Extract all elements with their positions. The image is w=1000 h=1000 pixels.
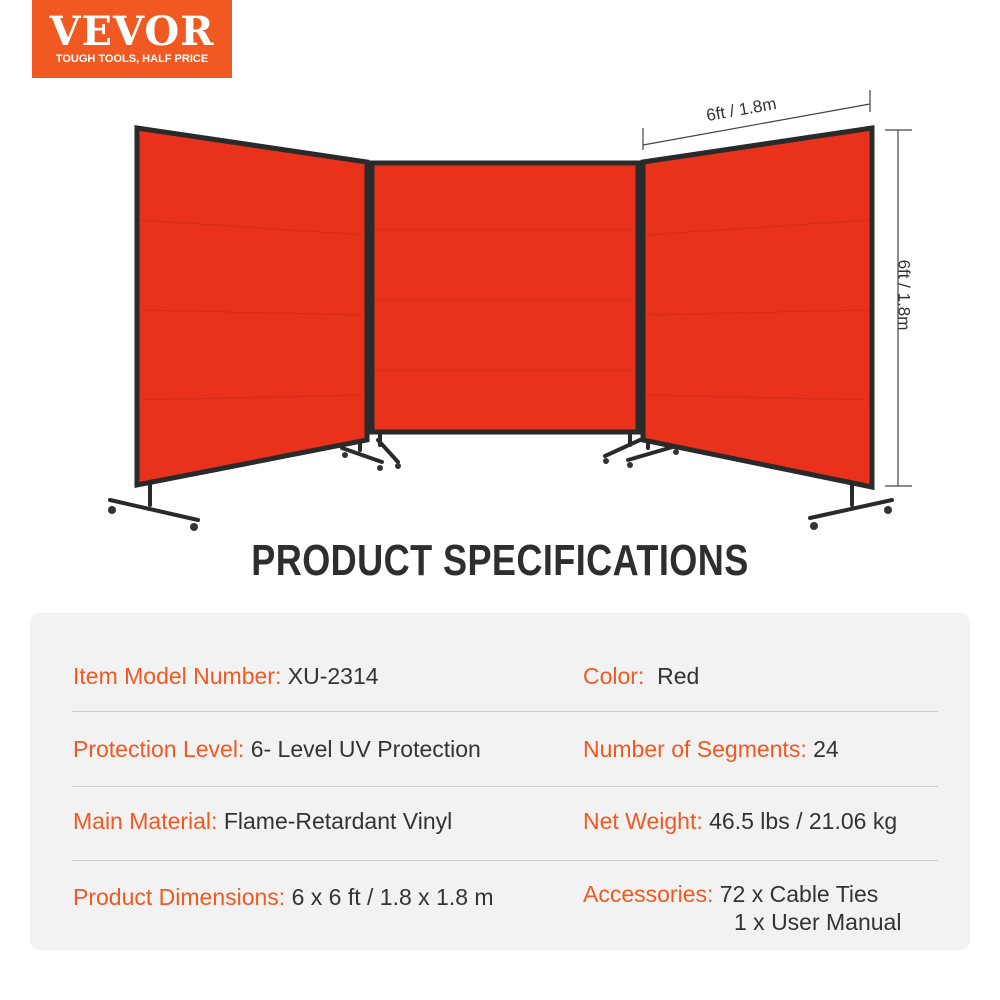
vevor-logo: VEVOR TOUGH TOOLS, HALF PRICE: [32, 0, 232, 78]
dimension-lines: [642, 90, 912, 487]
spec-label: Protection Level:: [73, 736, 245, 762]
screen-panels: [134, 125, 875, 491]
divider: [72, 711, 938, 712]
spec-label: Product Dimensions:: [73, 884, 286, 910]
height-dimension-label: 6ft / 1.8m: [894, 259, 914, 331]
center-panel: [369, 160, 641, 435]
spec-value: 46.5 lbs / 21.06 kg: [709, 808, 898, 834]
spec-value: 6- Level UV Protection: [250, 736, 481, 762]
spec-label: Net Weight:: [583, 808, 703, 834]
spec-value: XU-2314: [287, 663, 379, 689]
right-panel: [640, 125, 875, 491]
spec-label: Color:: [583, 663, 645, 689]
logo-tagline: TOUGH TOOLS, HALF PRICE: [55, 53, 209, 65]
spec-value: 1 x User Manual: [734, 909, 902, 935]
logo-wordmark: VEVOR: [49, 8, 215, 55]
divider: [72, 786, 938, 787]
spec-label: Item Model Number:: [73, 663, 282, 689]
welding-screen-illustration: [108, 90, 912, 531]
specifications-table: Item Model Number: XU-2314 Color: Red Pr…: [30, 613, 970, 950]
divider: [72, 860, 938, 861]
spec-label: Number of Segments:: [583, 736, 807, 762]
spec-label: Main Material:: [73, 808, 218, 834]
spec-value: 24: [813, 736, 839, 762]
spec-value: Flame-Retardant Vinyl: [223, 808, 453, 834]
page-title: PRODUCT SPECIFICATIONS: [251, 536, 749, 585]
left-panel: [134, 125, 370, 489]
spec-label: Accessories:: [583, 881, 714, 907]
spec-value: 72 x Cable Ties: [719, 881, 879, 907]
spec-value: Red: [657, 663, 700, 689]
spec-value: 6 x 6 ft / 1.8 x 1.8 m: [291, 884, 494, 910]
